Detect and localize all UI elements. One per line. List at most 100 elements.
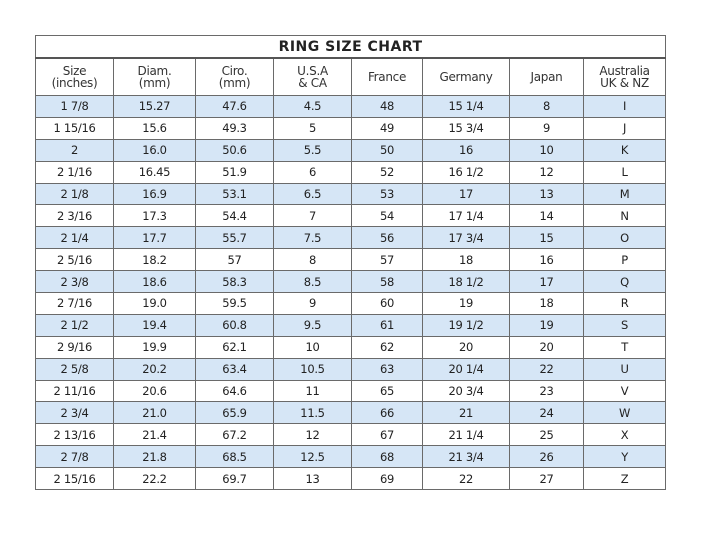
table-body: 1 7/8 15.27 47.6 4.5 48 15 1/4 8 I 1 15/16 15.6 49… <box>35 95 667 491</box>
table-cell: 10 <box>509 138 584 162</box>
table-cell: 20 <box>509 335 584 359</box>
table-cell: 49 <box>351 116 423 140</box>
table-cell: N <box>582 204 667 228</box>
table-cell: 9 <box>509 116 584 140</box>
table-cell: 60.8 <box>195 313 274 337</box>
table-cell: 27 <box>509 467 584 491</box>
table-row: 2 1/4 17.7 55.7 7.5 56 17 3/4 15 O <box>35 226 667 250</box>
table-cell: 20 1/4 <box>422 357 510 381</box>
table-cell: 8 <box>509 95 584 118</box>
header-row: Size (inches) Diam. (mm) Ciro. (mm) U.S.A & CA F… <box>35 57 667 96</box>
table-cell: 57 <box>351 248 423 272</box>
table-cell: K <box>582 138 667 162</box>
column-header-line: (mm) <box>138 76 171 90</box>
table-cell: 1 7/8 <box>35 95 114 118</box>
table-cell: 2 5/8 <box>35 357 114 381</box>
table-cell: 22 <box>509 357 584 381</box>
table-cell: 54.4 <box>195 204 274 228</box>
table-cell: 17.3 <box>113 204 196 228</box>
table-cell: 21 1/4 <box>422 423 510 447</box>
column-header-line: Australia <box>599 64 650 78</box>
column-header-line: Ciro. <box>221 64 248 78</box>
table-row: 2 3/8 18.6 58.3 8.5 58 18 1/2 17 Q <box>35 270 667 294</box>
table-cell: 5.5 <box>273 138 352 162</box>
table-cell: 50.6 <box>195 138 274 162</box>
table-cell: W <box>582 401 667 425</box>
column-header: Diam. (mm) <box>113 57 196 96</box>
table-cell: 2 7/16 <box>35 292 114 315</box>
table-row: 1 7/8 15.27 47.6 4.5 48 15 1/4 8 I <box>35 95 667 118</box>
table-cell: 63 <box>351 357 423 381</box>
table-cell: 2 1/2 <box>35 313 114 337</box>
table-cell: 56 <box>351 226 423 250</box>
table-cell: 49.3 <box>195 116 274 140</box>
table-cell: 58 <box>351 270 423 294</box>
table-row: 1 15/16 15.6 49.3 5 49 15 3/4 9 J <box>35 116 667 140</box>
table-cell: 48 <box>351 95 423 118</box>
table-cell: 2 3/4 <box>35 401 114 425</box>
table-cell: M <box>582 182 667 206</box>
table-cell: R <box>582 292 667 315</box>
table-cell: 60 <box>351 292 423 315</box>
table-cell: 4.5 <box>273 95 352 118</box>
table-cell: 6.5 <box>273 182 352 206</box>
table-cell: 13 <box>509 182 584 206</box>
table-cell: 18.6 <box>113 270 196 294</box>
table-cell: 12 <box>273 423 352 447</box>
table-cell: 65.9 <box>195 401 274 425</box>
table-cell: 19.4 <box>113 313 196 337</box>
table-row: 2 9/16 19.9 62.1 10 62 20 20 T <box>35 335 667 359</box>
table-cell: 15 <box>509 226 584 250</box>
table-cell: 2 3/16 <box>35 204 114 228</box>
table-cell: 19 <box>509 313 584 337</box>
table-cell: 15 3/4 <box>422 116 510 140</box>
table-cell: 55.7 <box>195 226 274 250</box>
table-cell: 68.5 <box>195 445 274 469</box>
table-row: 2 5/8 20.2 63.4 10.5 63 20 1/4 22 U <box>35 357 667 381</box>
table-cell: 68 <box>351 445 423 469</box>
table-cell: 24 <box>509 401 584 425</box>
column-header-line: Germany <box>439 70 493 84</box>
table-cell: 2 7/8 <box>35 445 114 469</box>
table-row: 2 7/8 21.8 68.5 12.5 68 21 3/4 26 Y <box>35 445 667 469</box>
table-cell: 62.1 <box>195 335 274 359</box>
table-cell: Z <box>582 467 667 491</box>
table-cell: 64.6 <box>195 379 274 403</box>
table-cell: 10.5 <box>273 357 352 381</box>
table-cell: 69 <box>351 467 423 491</box>
table-cell: 15.6 <box>113 116 196 140</box>
table-row: 2 7/16 19.0 59.5 9 60 19 18 R <box>35 292 667 315</box>
table-row: 2 11/16 20.6 64.6 11 65 20 3/4 23 V <box>35 379 667 403</box>
table-cell: 12.5 <box>273 445 352 469</box>
table-row: 2 16.0 50.6 5.5 50 16 10 K <box>35 138 667 162</box>
column-header-line: (mm) <box>218 76 251 90</box>
table-cell: U <box>582 357 667 381</box>
table-row: 2 5/16 18.2 57 8 57 18 16 P <box>35 248 667 272</box>
table-cell: 2 3/8 <box>35 270 114 294</box>
table-cell: 5 <box>273 116 352 140</box>
table-cell: 9.5 <box>273 313 352 337</box>
table-cell: 17 <box>509 270 584 294</box>
table-cell: 2 11/16 <box>35 379 114 403</box>
column-header-line: Size <box>62 64 87 78</box>
table-cell: 2 5/16 <box>35 248 114 272</box>
table-cell: 20 3/4 <box>422 379 510 403</box>
table-cell: 2 1/8 <box>35 182 114 206</box>
table-cell: 17 3/4 <box>422 226 510 250</box>
table-cell: 67.2 <box>195 423 274 447</box>
table-cell: 21.4 <box>113 423 196 447</box>
table-cell: 54 <box>351 204 423 228</box>
column-header: Germany <box>422 57 510 96</box>
column-header-line: (inches) <box>51 76 98 90</box>
table-cell: 21.8 <box>113 445 196 469</box>
table-cell: 21.0 <box>113 401 196 425</box>
table-cell: 62 <box>351 335 423 359</box>
table-cell: 2 <box>35 138 114 162</box>
ring-size-chart-table: RING SIZE CHART Size (inches) Diam. (mm) Cir… <box>34 35 667 491</box>
table-cell: 19 1/2 <box>422 313 510 337</box>
table-cell: 26 <box>509 445 584 469</box>
table-cell: S <box>582 313 667 337</box>
table-cell: 53 <box>351 182 423 206</box>
table-cell: 23 <box>509 379 584 403</box>
table-cell: 58.3 <box>195 270 274 294</box>
